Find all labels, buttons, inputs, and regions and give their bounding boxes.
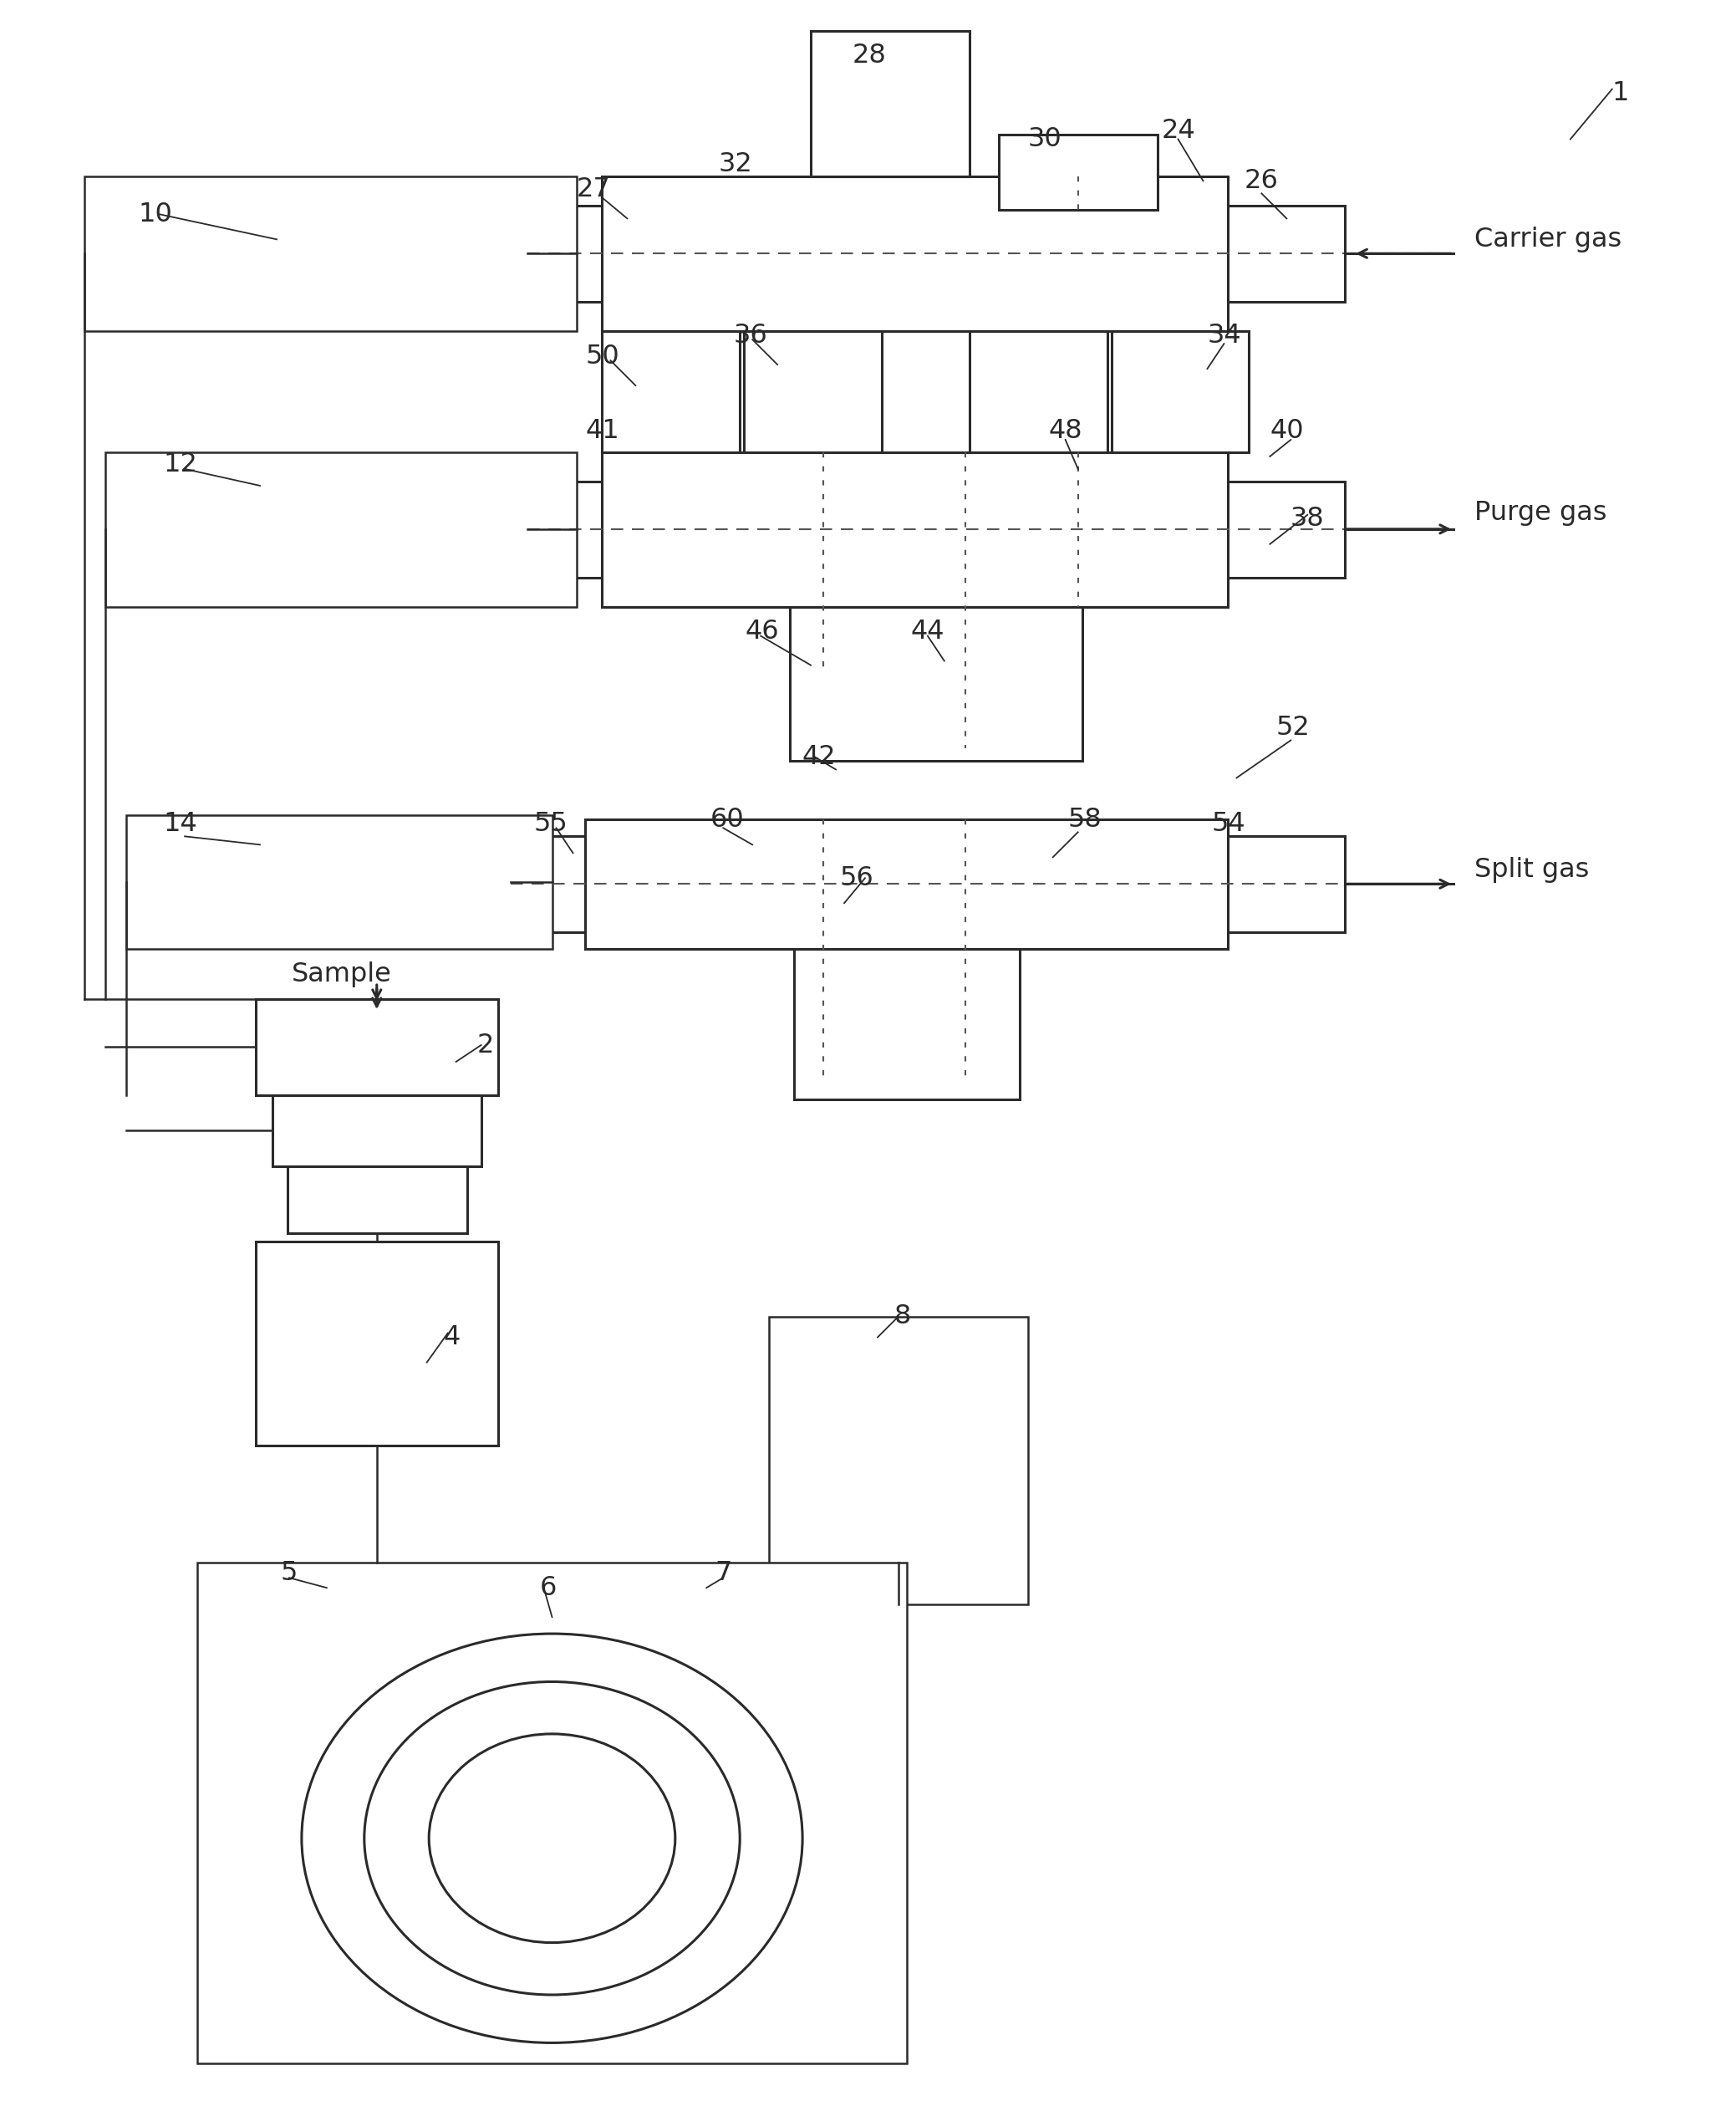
Bar — [1227, 481, 1345, 578]
Bar — [769, 1317, 1028, 1605]
Text: 52: 52 — [1276, 714, 1311, 742]
Bar — [127, 815, 552, 950]
Bar — [85, 176, 576, 332]
Text: 50: 50 — [585, 342, 620, 370]
Text: 34: 34 — [1207, 321, 1241, 349]
Bar — [255, 1000, 498, 1095]
Text: 26: 26 — [1245, 168, 1279, 193]
Text: 5: 5 — [281, 1559, 297, 1586]
Text: 32: 32 — [719, 151, 753, 176]
Text: 12: 12 — [163, 452, 198, 477]
Text: 58: 58 — [1068, 807, 1102, 832]
Bar — [528, 206, 602, 303]
Bar — [198, 1563, 906, 2063]
Text: 41: 41 — [585, 418, 620, 443]
Text: 30: 30 — [1028, 126, 1062, 151]
Bar — [602, 176, 1227, 332]
Bar — [1227, 206, 1345, 303]
Text: 7: 7 — [715, 1559, 731, 1586]
Text: 28: 28 — [852, 42, 887, 69]
Text: 4: 4 — [443, 1324, 460, 1351]
Bar — [510, 836, 585, 933]
Bar — [745, 332, 882, 452]
Bar — [602, 452, 1227, 607]
Bar — [273, 1095, 481, 1166]
Text: 60: 60 — [710, 807, 745, 832]
Text: 8: 8 — [894, 1303, 911, 1330]
Bar — [811, 32, 969, 176]
Bar — [969, 332, 1108, 452]
Text: Carrier gas: Carrier gas — [1474, 227, 1621, 252]
Bar — [602, 332, 740, 452]
Bar — [288, 1166, 467, 1233]
Bar — [585, 819, 1227, 950]
Text: Split gas: Split gas — [1474, 857, 1588, 882]
Bar — [790, 607, 1082, 761]
Text: 2: 2 — [477, 1032, 493, 1059]
Text: 46: 46 — [745, 620, 779, 645]
Text: Sample: Sample — [292, 960, 392, 987]
Bar — [1227, 836, 1345, 933]
Bar — [998, 134, 1158, 210]
Text: 10: 10 — [139, 202, 172, 227]
Text: 48: 48 — [1049, 418, 1082, 443]
Text: 54: 54 — [1212, 811, 1245, 836]
Text: 14: 14 — [163, 811, 198, 836]
Text: Purge gas: Purge gas — [1474, 500, 1608, 525]
Bar — [528, 481, 602, 578]
Text: 56: 56 — [840, 866, 873, 891]
Bar — [106, 452, 576, 607]
Text: 40: 40 — [1269, 418, 1304, 443]
Text: 55: 55 — [533, 811, 568, 836]
Bar — [1111, 332, 1248, 452]
Text: 38: 38 — [1290, 506, 1325, 532]
Text: 42: 42 — [802, 744, 837, 769]
Text: 24: 24 — [1161, 118, 1194, 143]
Text: 36: 36 — [734, 321, 767, 349]
Bar — [255, 1242, 498, 1445]
Bar — [793, 950, 1019, 1099]
Text: 6: 6 — [540, 1576, 557, 1601]
Text: 27: 27 — [576, 176, 611, 202]
Text: 1: 1 — [1613, 80, 1628, 107]
Text: 44: 44 — [911, 620, 944, 645]
